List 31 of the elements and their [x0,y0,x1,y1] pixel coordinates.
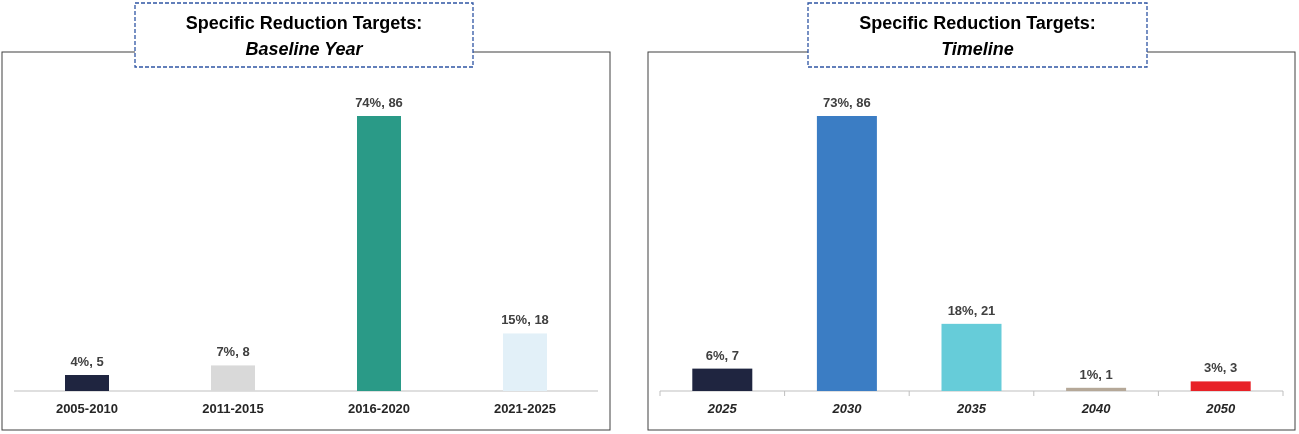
x-tick-label: 2035 [956,401,987,416]
bar [65,375,109,391]
data-label: 7%, 8 [216,344,250,360]
data-label: 4%, 5 [70,354,104,370]
chart-subtitle: Baseline Year [245,39,364,59]
chart-title: Specific Reduction Targets: [859,13,1096,33]
bar [357,116,401,391]
bar [941,323,1002,391]
bar [1190,381,1251,391]
data-label: 1%, 1 [1079,366,1113,382]
bar [503,333,547,391]
bar [1066,387,1127,391]
chart-title: Specific Reduction Targets: [185,13,423,33]
x-tick-label: 2016-2020 [347,401,411,416]
x-tick-label: 2030 [831,401,863,416]
x-tick-label: 2005-2010 [55,401,119,416]
bar [211,365,255,391]
data-label: 3%, 3 [1204,360,1238,376]
data-label: 6%, 7 [705,347,739,363]
x-tick-label: 2021-2025 [493,401,557,416]
data-label: 73%, 86 [823,95,871,110]
bar [816,116,877,391]
data-label: 18%, 21 [947,302,996,318]
data-label: 15%, 18 [501,312,549,328]
chart-subtitle: Timeline [941,39,1014,59]
x-tick-label: 2011-2015 [202,401,264,416]
x-tick-label: 2050 [1205,401,1236,416]
bar [692,368,753,391]
x-tick-label: 2025 [706,401,738,416]
x-tick-label: 2040 [1080,401,1112,416]
data-label: 74%, 86 [355,95,403,110]
